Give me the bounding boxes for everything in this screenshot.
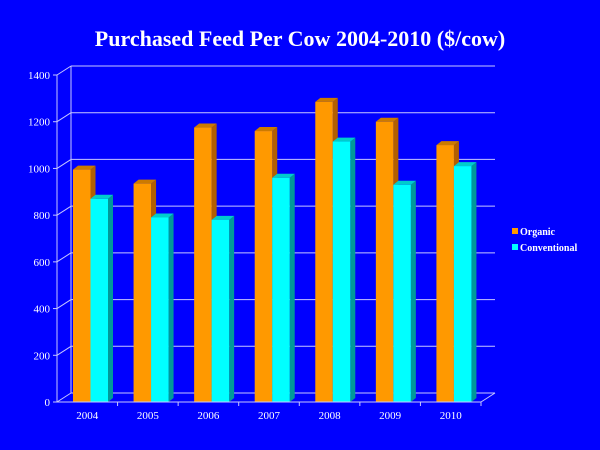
bar-top-conventional	[151, 213, 174, 218]
bar-conventional-2004	[90, 198, 108, 402]
bar-organic-2004	[73, 169, 91, 402]
y-tick-label: 800	[34, 210, 51, 222]
bar-conventional-2007	[272, 177, 290, 402]
y-tick-label: 200	[34, 350, 51, 362]
bar-side-conventional	[471, 162, 477, 402]
x-tick-label: 2009	[379, 410, 402, 422]
x-tick-label: 2008	[319, 410, 342, 422]
bar-organic-2009	[375, 121, 394, 402]
legend-swatch-organic	[512, 228, 518, 234]
y-tick-label: 1200	[28, 117, 51, 129]
y-tick-label: 1400	[28, 70, 51, 82]
bar-top-conventional	[211, 215, 235, 220]
bar-top-organic	[436, 141, 459, 146]
bar-top-organic	[133, 179, 157, 184]
bar-top-organic	[194, 123, 217, 128]
bar-conventional-2005	[151, 217, 169, 402]
bar-top-conventional	[393, 180, 416, 185]
legend-label-conventional: Conventional	[520, 243, 577, 254]
bar-conventional-2010	[453, 166, 472, 402]
bar-top-conventional	[453, 162, 477, 167]
bar-top-organic	[73, 165, 96, 170]
bar-side-conventional	[229, 215, 235, 402]
gridline-side	[56, 205, 72, 216]
bar-side-conventional	[350, 137, 356, 402]
chart-title: Purchased Feed Per Cow 2004-2010 ($/cow)	[95, 26, 505, 51]
legend-label-organic: Organic	[520, 227, 556, 238]
y-tick-label: 400	[34, 304, 51, 316]
x-tick-label: 2005	[137, 410, 160, 422]
x-tick-label: 2006	[197, 410, 220, 422]
y-tick-label: 1000	[28, 163, 51, 175]
bar-conventional-2009	[393, 184, 411, 402]
bar-top-organic	[254, 127, 278, 132]
bar-top-organic	[375, 117, 399, 122]
y-tick-label: 0	[45, 397, 51, 409]
bar-conventional-2006	[211, 219, 230, 402]
gridline-side	[56, 112, 72, 123]
bar-organic-2008	[315, 101, 333, 402]
bar-side-conventional	[108, 194, 113, 402]
bar-conventional-2008	[332, 141, 351, 402]
bar-side-conventional	[289, 173, 295, 402]
bar-top-conventional	[272, 173, 295, 178]
gridline-side	[56, 65, 72, 76]
gridline-side	[56, 159, 72, 169]
bar-organic-2010	[436, 145, 454, 403]
bar-organic-2006	[194, 127, 212, 402]
bar-side-conventional	[410, 180, 416, 402]
bar-top-conventional	[90, 194, 113, 199]
bar-organic-2007	[254, 131, 273, 403]
legend-swatch-conventional	[512, 244, 518, 250]
x-tick-label: 2010	[440, 410, 463, 422]
floor-edge	[480, 392, 496, 403]
bar-side-conventional	[168, 213, 174, 402]
gridline-side	[56, 252, 72, 263]
bar-top-conventional	[332, 137, 356, 142]
gridline-side	[56, 345, 72, 356]
bar-top-organic	[315, 97, 338, 102]
y-tick-label: 600	[34, 257, 51, 269]
bar-organic-2005	[133, 183, 152, 402]
gridline-side	[56, 392, 72, 403]
x-tick-label: 2007	[258, 410, 281, 422]
gridline-side	[56, 299, 72, 309]
x-tick-label: 2004	[76, 410, 99, 422]
